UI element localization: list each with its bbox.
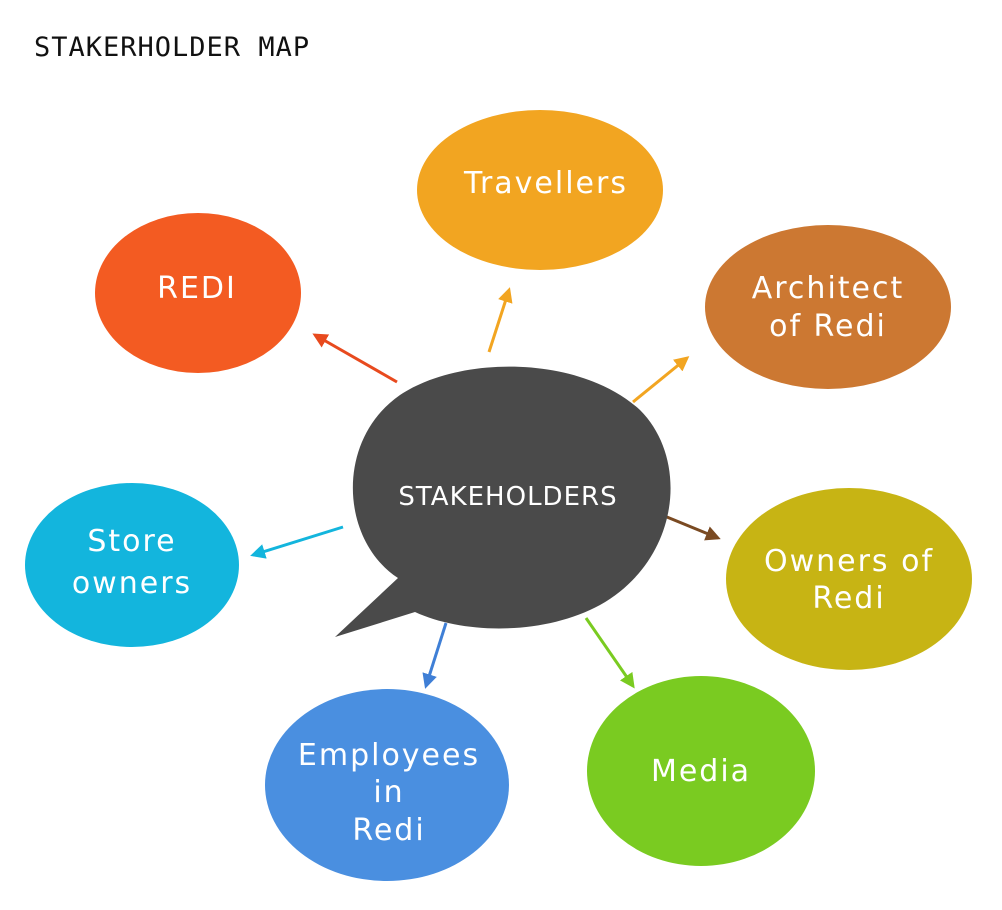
node-owners-redi-shape xyxy=(726,488,972,670)
node-architect-label-line: Architect xyxy=(752,271,905,306)
node-media: Media xyxy=(587,676,815,866)
node-employees-label-line: in xyxy=(373,775,404,810)
node-employees: Employees in Redi xyxy=(265,689,509,881)
node-store-owners-label: Store owners xyxy=(72,524,192,601)
node-travellers: Travellers xyxy=(417,110,663,270)
arrow-to-employees xyxy=(422,622,448,689)
center-bubble: STAKEHOLDERS xyxy=(335,366,671,637)
node-travellers-label-line: Travellers xyxy=(463,166,628,201)
node-owners-redi-label: Owners of Redi xyxy=(764,544,934,616)
node-employees-label-line: Employees xyxy=(298,738,480,773)
node-media-label: Media xyxy=(651,754,751,789)
node-redi-label: REDI xyxy=(157,271,237,306)
node-redi-label-line: REDI xyxy=(157,271,237,306)
node-employees-label: Employees in Redi xyxy=(298,738,480,848)
arrow-to-store-owners xyxy=(250,525,344,559)
node-architect-shape xyxy=(705,225,951,389)
node-store-owners: Store owners xyxy=(25,483,239,647)
node-store-owners-shape xyxy=(25,483,239,647)
node-employees-shape xyxy=(265,689,509,881)
node-owners-redi: Owners of Redi xyxy=(726,488,972,670)
node-redi-shape xyxy=(95,213,301,373)
arrow-to-media xyxy=(584,617,635,689)
arrow-to-redi xyxy=(312,333,398,384)
center-bubble-shape xyxy=(335,366,671,637)
node-architect: Architect of Redi xyxy=(705,225,951,389)
arrow-to-owners-redi xyxy=(661,513,721,541)
node-owners-redi-label-line: Owners of xyxy=(764,544,934,579)
node-store-owners-label-line: owners xyxy=(72,566,192,601)
node-owners-redi-label-line: Redi xyxy=(812,581,885,616)
arrow-to-travellers xyxy=(487,287,513,353)
node-media-label-line: Media xyxy=(651,754,751,789)
node-employees-label-line: Redi xyxy=(352,813,425,848)
node-architect-label: Architect of Redi xyxy=(752,271,905,344)
node-travellers-shape xyxy=(417,110,663,270)
page-title: STAKERHOLDER MAP xyxy=(34,32,311,63)
node-architect-label-line: of Redi xyxy=(769,309,887,344)
arrow-to-architect xyxy=(632,356,690,404)
node-store-owners-label-line: Store xyxy=(87,524,176,559)
node-travellers-label: Travellers xyxy=(463,166,628,201)
node-media-shape xyxy=(587,676,815,866)
node-redi: REDI xyxy=(95,213,301,373)
center-label: STAKEHOLDERS xyxy=(398,482,617,512)
